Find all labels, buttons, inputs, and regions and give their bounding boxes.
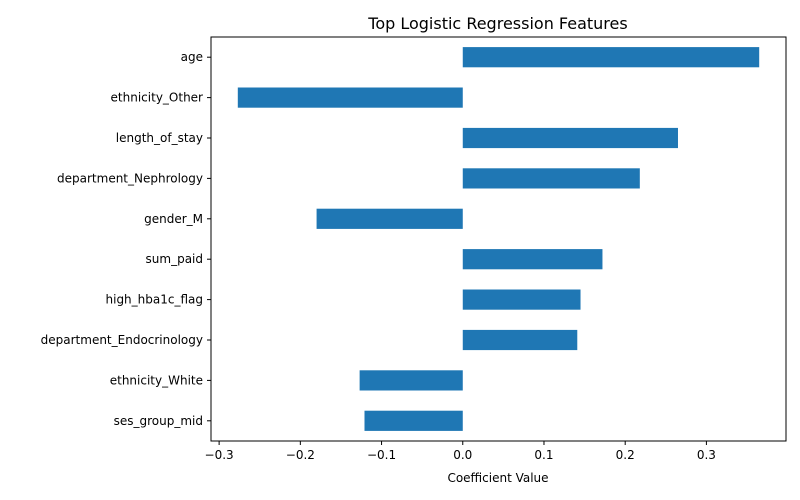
- bar-high_hba1c_flag: [462, 289, 581, 310]
- x-tick-label: −0.3: [205, 448, 234, 462]
- x-tick-label: 0.3: [697, 448, 716, 462]
- bar-department_Endocrinology: [462, 329, 578, 351]
- x-tick-label: −0.1: [367, 448, 396, 462]
- y-tick-label: age: [181, 50, 203, 64]
- x-tick-label: 0.0: [453, 448, 472, 462]
- bars-group: [237, 47, 760, 431]
- plot-frame: [210, 36, 787, 442]
- y-tick-label: ethnicity_Other: [111, 91, 204, 105]
- y-tick-label: length_of_stay: [116, 131, 203, 145]
- bar-department_Nephrology: [462, 168, 640, 189]
- bar-ses_group_mid: [364, 410, 463, 431]
- y-tick-label: high_hba1c_flag: [106, 293, 204, 307]
- y-tick-label: department_Endocrinology: [41, 333, 203, 347]
- x-axis-label: Coefficient Value: [447, 471, 548, 485]
- chart-title: Top Logistic Regression Features: [367, 14, 627, 33]
- y-tick-label: ethnicity_White: [110, 373, 203, 387]
- y-axis-ticks: age ethnicity_Other length_of_stay departme…: [41, 50, 211, 428]
- y-tick-label: department_Nephrology: [57, 171, 203, 185]
- y-tick-label: sum_paid: [146, 252, 203, 266]
- bar-age: [462, 47, 760, 68]
- y-tick-label: ses_group_mid: [114, 414, 203, 428]
- x-tick-label: −0.2: [286, 448, 315, 462]
- bar-sum_paid: [462, 249, 603, 270]
- bar-ethnicity_White: [359, 370, 463, 391]
- x-axis-ticks: −0.3 −0.2 −0.1 0.0 0.1 0.2 0.3: [205, 441, 716, 462]
- bar-length_of_stay: [462, 127, 678, 149]
- bar-gender_M: [316, 208, 463, 229]
- x-tick-label: 0.2: [616, 448, 635, 462]
- bar-ethnicity_Other: [237, 87, 463, 108]
- y-tick-label: gender_M: [144, 212, 203, 226]
- x-tick-label: 0.1: [534, 448, 553, 462]
